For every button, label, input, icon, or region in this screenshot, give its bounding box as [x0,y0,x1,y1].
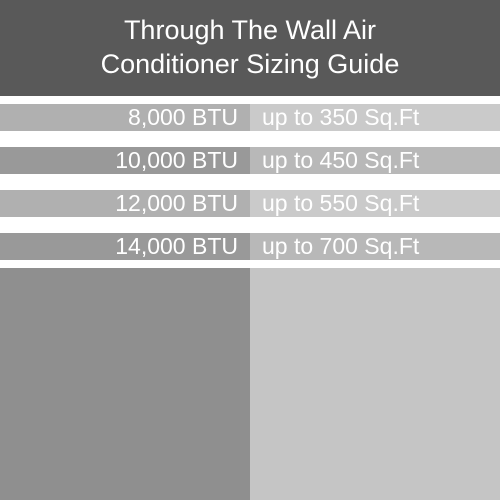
title-line-1: Through The Wall Air [10,14,490,48]
table-row: 8,000 BTU up to 350 Sq.Ft [0,96,500,139]
btu-cell: 10,000 BTU [0,147,250,174]
empty-left [0,268,250,500]
sizing-table: 8,000 BTU up to 350 Sq.Ft 10,000 BTU up … [0,96,500,500]
area-cell: up to 550 Sq.Ft [250,190,500,217]
empty-right [250,268,500,500]
sizing-guide-container: Through The Wall Air Conditioner Sizing … [0,0,500,500]
table-row: 14,000 BTU up to 700 Sq.Ft [0,225,500,268]
area-cell: up to 700 Sq.Ft [250,233,500,260]
area-cell: up to 450 Sq.Ft [250,147,500,174]
title-line-2: Conditioner Sizing Guide [10,48,490,82]
btu-cell: 8,000 BTU [0,104,250,131]
area-cell: up to 350 Sq.Ft [250,104,500,131]
table-row: 12,000 BTU up to 550 Sq.Ft [0,182,500,225]
header: Through The Wall Air Conditioner Sizing … [0,0,500,96]
btu-cell: 12,000 BTU [0,190,250,217]
btu-cell: 14,000 BTU [0,233,250,260]
table-row: 10,000 BTU up to 450 Sq.Ft [0,139,500,182]
table-empty-area [0,268,500,500]
